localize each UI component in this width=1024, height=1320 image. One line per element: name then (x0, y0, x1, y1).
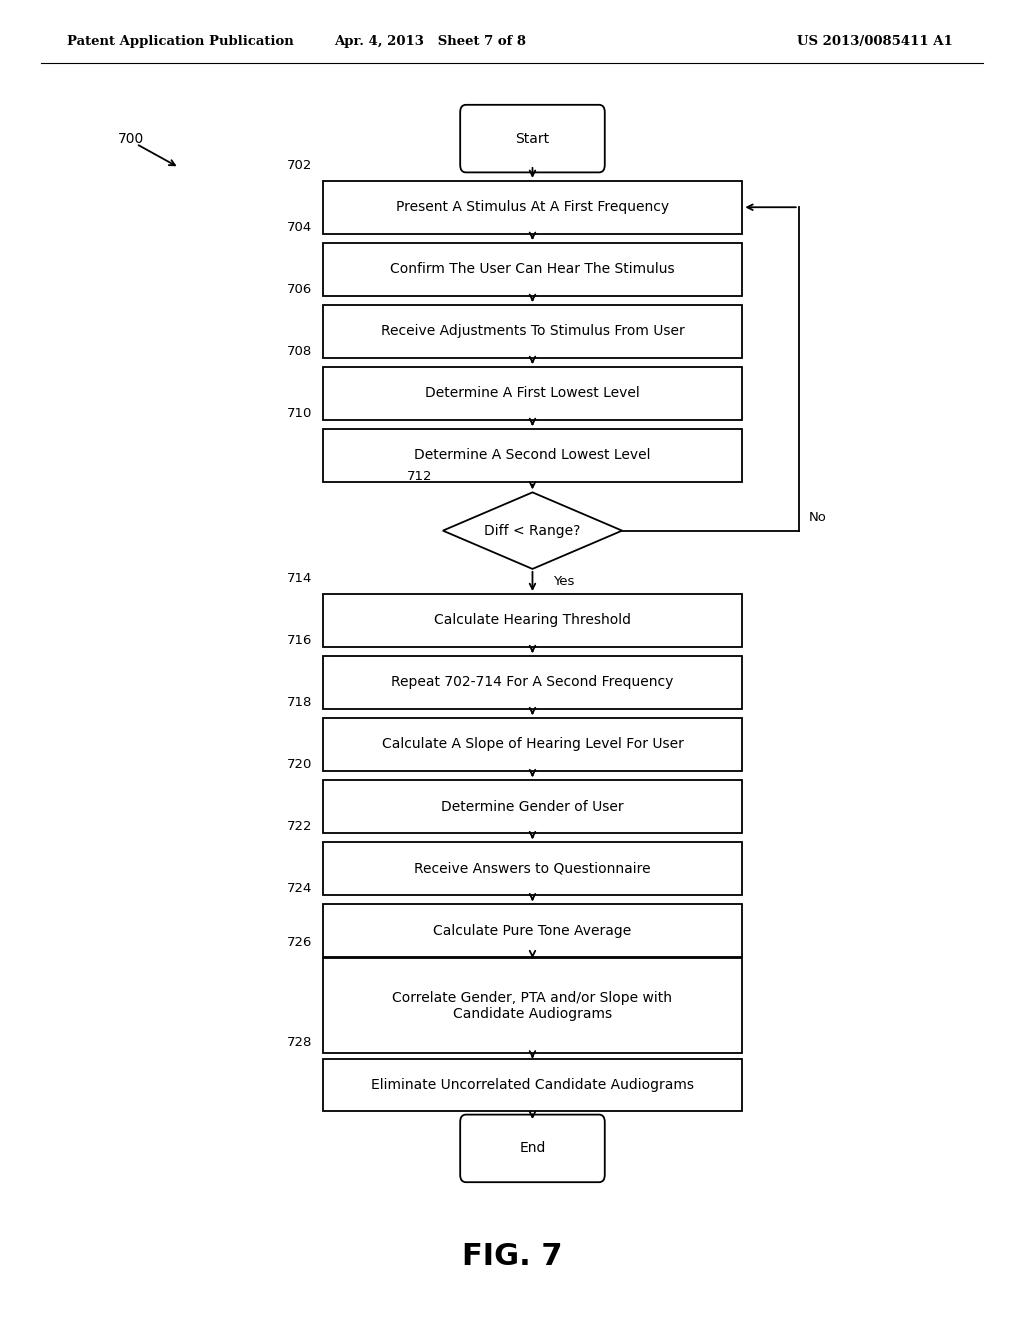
Polygon shape (442, 492, 623, 569)
Text: Eliminate Uncorrelated Candidate Audiograms: Eliminate Uncorrelated Candidate Audiogr… (371, 1078, 694, 1092)
Bar (323, 780, 742, 833)
Text: Determine A First Lowest Level: Determine A First Lowest Level (425, 387, 640, 400)
Text: Calculate A Slope of Hearing Level For User: Calculate A Slope of Hearing Level For U… (382, 738, 683, 751)
Text: Apr. 4, 2013   Sheet 7 of 8: Apr. 4, 2013 Sheet 7 of 8 (334, 34, 526, 48)
Text: 718: 718 (287, 696, 312, 709)
Text: 704: 704 (287, 220, 312, 234)
Text: 724: 724 (287, 882, 312, 895)
Text: 728: 728 (287, 1036, 312, 1049)
Bar (323, 305, 742, 358)
Text: Patent Application Publication: Patent Application Publication (67, 34, 293, 48)
Text: Receive Answers to Questionnaire: Receive Answers to Questionnaire (414, 862, 651, 875)
Text: Correlate Gender, PTA and/or Slope with
Candidate Audiograms: Correlate Gender, PTA and/or Slope with … (392, 991, 673, 1020)
FancyBboxPatch shape (460, 1114, 605, 1183)
Bar (323, 656, 742, 709)
Bar (323, 904, 742, 957)
Text: 714: 714 (287, 572, 312, 585)
Text: 716: 716 (287, 634, 312, 647)
Text: 710: 710 (287, 407, 312, 420)
Text: Yes: Yes (553, 576, 574, 587)
Bar (323, 243, 742, 296)
Text: Diff < Range?: Diff < Range? (484, 524, 581, 537)
Text: 712: 712 (408, 470, 432, 483)
Text: End: End (519, 1142, 546, 1155)
Text: Determine A Second Lowest Level: Determine A Second Lowest Level (415, 449, 650, 462)
Text: 720: 720 (287, 758, 312, 771)
Bar (323, 718, 742, 771)
Text: 722: 722 (287, 820, 312, 833)
Bar (323, 429, 742, 482)
Bar (323, 367, 742, 420)
Text: Calculate Pure Tone Average: Calculate Pure Tone Average (433, 924, 632, 937)
Text: FIG. 7: FIG. 7 (462, 1242, 562, 1271)
Text: Start: Start (515, 132, 550, 145)
Bar (323, 842, 742, 895)
Text: 700: 700 (118, 132, 144, 145)
Text: US 2013/0085411 A1: US 2013/0085411 A1 (797, 34, 952, 48)
Text: 706: 706 (287, 282, 312, 296)
FancyBboxPatch shape (460, 104, 605, 173)
Text: Confirm The User Can Hear The Stimulus: Confirm The User Can Hear The Stimulus (390, 263, 675, 276)
Bar (323, 958, 742, 1053)
Text: 702: 702 (287, 158, 312, 172)
Text: Repeat 702-714 For A Second Frequency: Repeat 702-714 For A Second Frequency (391, 676, 674, 689)
Bar (323, 1059, 742, 1111)
Text: 708: 708 (287, 345, 312, 358)
Text: Present A Stimulus At A First Frequency: Present A Stimulus At A First Frequency (396, 201, 669, 214)
Bar (323, 594, 742, 647)
Text: Calculate Hearing Threshold: Calculate Hearing Threshold (434, 614, 631, 627)
Text: No: No (809, 511, 826, 524)
Text: Determine Gender of User: Determine Gender of User (441, 800, 624, 813)
Bar (323, 181, 742, 234)
Text: Receive Adjustments To Stimulus From User: Receive Adjustments To Stimulus From Use… (381, 325, 684, 338)
Text: 726: 726 (287, 936, 312, 949)
